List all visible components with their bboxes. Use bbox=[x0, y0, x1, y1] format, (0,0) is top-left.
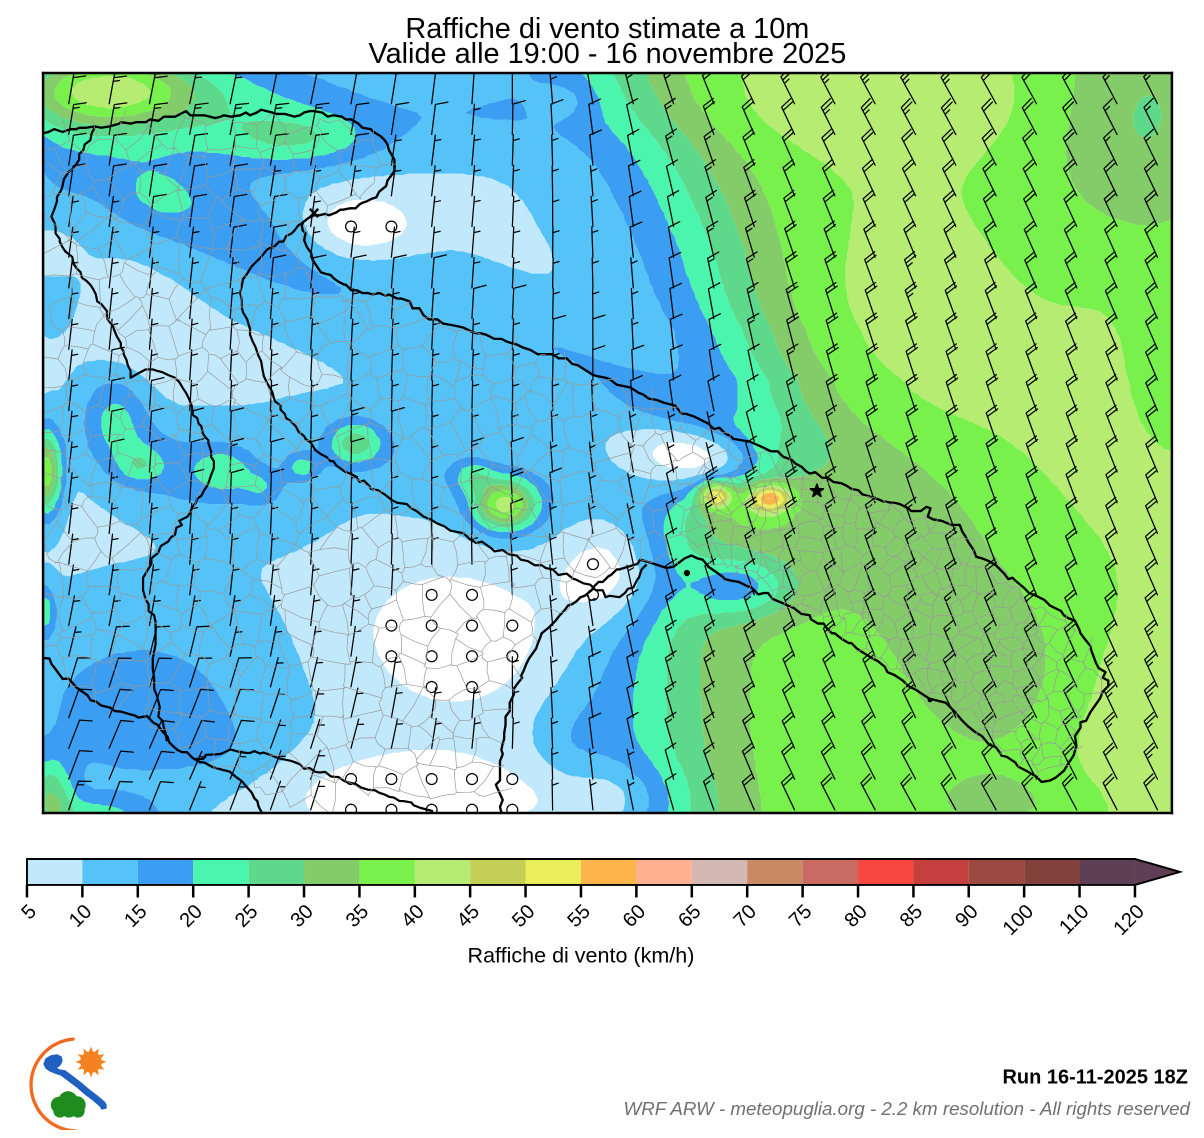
svg-text:Raffiche di vento stimate a 10: Raffiche di vento stimate a 10m bbox=[405, 13, 809, 45]
svg-text:Raffiche di vento (km/h): Raffiche di vento (km/h) bbox=[468, 943, 695, 967]
svg-text:Valide alle 19:00 - 16 novembr: Valide alle 19:00 - 16 novembre 2025 bbox=[368, 38, 846, 70]
svg-text:WRF ARW - meteopuglia.org - 2.: WRF ARW - meteopuglia.org - 2.2 km resol… bbox=[624, 1098, 1191, 1119]
svg-text:Run 16-11-2025 18Z: Run 16-11-2025 18Z bbox=[1002, 1067, 1188, 1089]
